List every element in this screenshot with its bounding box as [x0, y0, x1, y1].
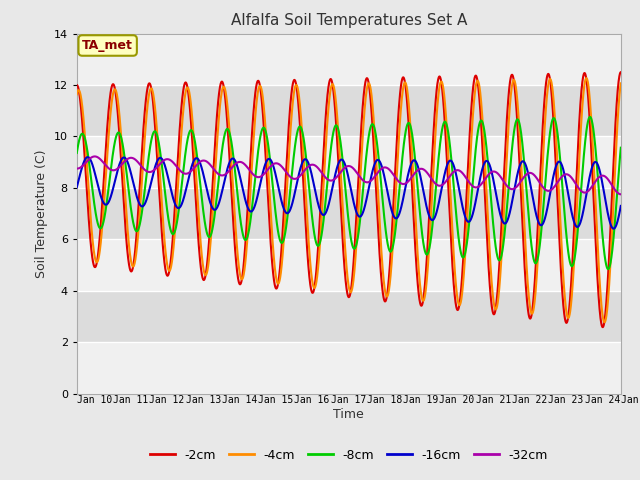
Bar [77, 85, 621, 136]
Text: TA_met: TA_met [82, 39, 133, 52]
Bar [77, 240, 621, 291]
Bar [77, 136, 621, 188]
Title: Alfalfa Soil Temperatures Set A: Alfalfa Soil Temperatures Set A [230, 13, 467, 28]
Bar [77, 342, 621, 394]
Bar [77, 34, 621, 85]
Bar [77, 188, 621, 240]
Bar [77, 291, 621, 342]
X-axis label: Time: Time [333, 408, 364, 421]
Legend: -2cm, -4cm, -8cm, -16cm, -32cm: -2cm, -4cm, -8cm, -16cm, -32cm [145, 444, 553, 467]
Y-axis label: Soil Temperature (C): Soil Temperature (C) [35, 149, 48, 278]
